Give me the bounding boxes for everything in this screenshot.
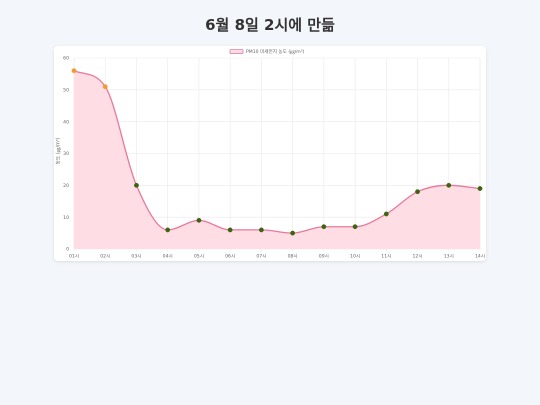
- data-point: [258, 227, 264, 233]
- area-fill: [74, 70, 480, 249]
- x-tick-label: 11시: [381, 254, 391, 260]
- y-tick-label: 0: [66, 247, 69, 253]
- data-point: [321, 224, 327, 230]
- data-point: [165, 227, 171, 233]
- data-point: [352, 224, 358, 230]
- x-tick-label: 14시: [475, 254, 485, 260]
- x-axis-ticks: 01시 02시 03시 04시 05시 06시 07시 08시 09시 10시 11시 12시 13시 1…: [69, 254, 485, 260]
- legend[interactable]: PM10 미세먼지 농도 (㎍/m³): [229, 48, 305, 56]
- data-point: [477, 186, 483, 191]
- data-point: [134, 182, 139, 188]
- x-tick-label: 02시: [100, 254, 110, 260]
- data-point: [415, 189, 420, 195]
- data-point: [290, 230, 296, 236]
- x-tick-label: 05시: [194, 254, 204, 260]
- legend-swatch: [229, 49, 244, 54]
- data-point: [446, 182, 452, 188]
- x-tick-label: 12시: [412, 254, 422, 260]
- data-points: [71, 68, 483, 236]
- pm10-chart: 0 10 20 30 40 50 60 01시 02시 03시 04시 05시 06시 07시 08시 09…: [56, 48, 486, 260]
- y-axis-title: 농도 (㎍/m³): [56, 137, 63, 164]
- page-title: 6월 8일 2시에 만듦: [205, 16, 335, 34]
- x-tick-label: 01시: [69, 254, 79, 260]
- data-point: [227, 227, 233, 233]
- legend-label: PM10 미세먼지 농도 (㎍/m³): [246, 48, 305, 56]
- data-point: [383, 211, 389, 217]
- x-tick-label: 04시: [163, 254, 173, 260]
- y-tick-label: 40: [63, 119, 69, 125]
- chart-card: 0 10 20 30 40 50 60 01시 02시 03시 04시 05시 06시 07시 08시 09…: [54, 46, 486, 261]
- data-point: [71, 68, 77, 74]
- x-tick-label: 07시: [256, 254, 266, 260]
- y-axis-ticks: 0 10 20 30 40 50 60: [63, 56, 69, 253]
- y-tick-label: 30: [63, 151, 69, 157]
- y-tick-label: 50: [63, 87, 69, 93]
- y-tick-label: 10: [63, 215, 69, 221]
- grid-lines: [73, 57, 481, 251]
- x-tick-label: 09시: [319, 254, 329, 260]
- data-point: [196, 217, 202, 223]
- x-tick-label: 06시: [225, 254, 235, 260]
- y-tick-label: 20: [63, 183, 69, 189]
- x-tick-label: 10시: [350, 254, 360, 260]
- x-tick-label: 03시: [131, 254, 141, 260]
- area-layer: [73, 70, 481, 249]
- x-tick-label: 08시: [288, 254, 298, 260]
- y-tick-label: 60: [63, 56, 69, 62]
- x-tick-label: 13시: [444, 254, 454, 260]
- data-point: [102, 84, 108, 90]
